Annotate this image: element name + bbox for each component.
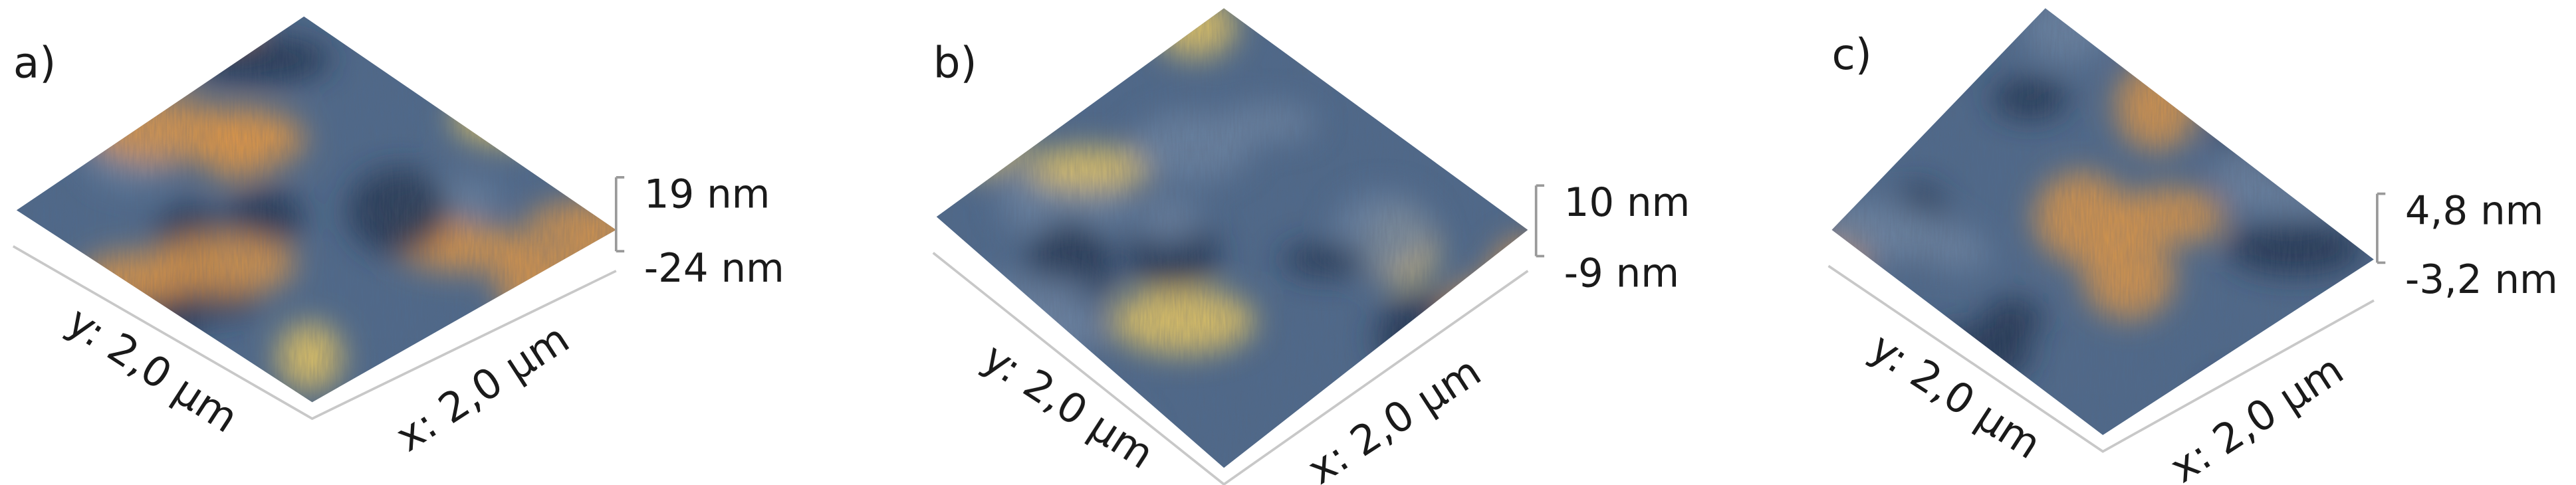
z-max-label: 4,8 nm xyxy=(2405,187,2544,233)
base-axis xyxy=(932,252,1529,485)
surface-feature xyxy=(1442,274,1528,353)
panel-label: b) xyxy=(933,38,977,88)
surface-feature xyxy=(2303,45,2374,128)
surface-texture xyxy=(16,16,616,403)
surface-feature xyxy=(1866,15,1928,57)
z-min-label: -9 nm xyxy=(1564,250,1679,296)
z-min-label: -3,2 nm xyxy=(2405,256,2558,302)
panel-label: c) xyxy=(1831,30,1871,80)
surface-feature xyxy=(937,94,1024,174)
z-max-label: 19 nm xyxy=(644,171,770,217)
surface-feature xyxy=(469,50,549,112)
base-axis xyxy=(12,245,617,421)
surface-feature xyxy=(974,58,1044,130)
base-axis xyxy=(1827,264,2375,453)
afm-panel: b)10 nm-9 nmy: 2,0 µm x: 2,0 µm xyxy=(932,8,1691,485)
afm-panel: c)4,8 nm-3,2 nmy: 2,0 µm x: 2,0 µm xyxy=(1827,8,2558,485)
panel-label: a) xyxy=(13,38,56,88)
surface-feature xyxy=(62,43,208,78)
afm-panel: a)19 nm-24 nmy: 2,0 µm x: 2,0 µm xyxy=(12,16,784,461)
surface-feature xyxy=(140,16,255,52)
z-max-label: 10 nm xyxy=(1564,179,1691,225)
z-min-label: -24 nm xyxy=(644,245,784,291)
surface-feature xyxy=(1316,15,1474,62)
surface-feature xyxy=(16,16,86,39)
surface-feature xyxy=(477,45,540,80)
surface xyxy=(936,8,1528,468)
surface-texture xyxy=(936,8,1528,468)
surface-texture xyxy=(1831,8,2374,435)
